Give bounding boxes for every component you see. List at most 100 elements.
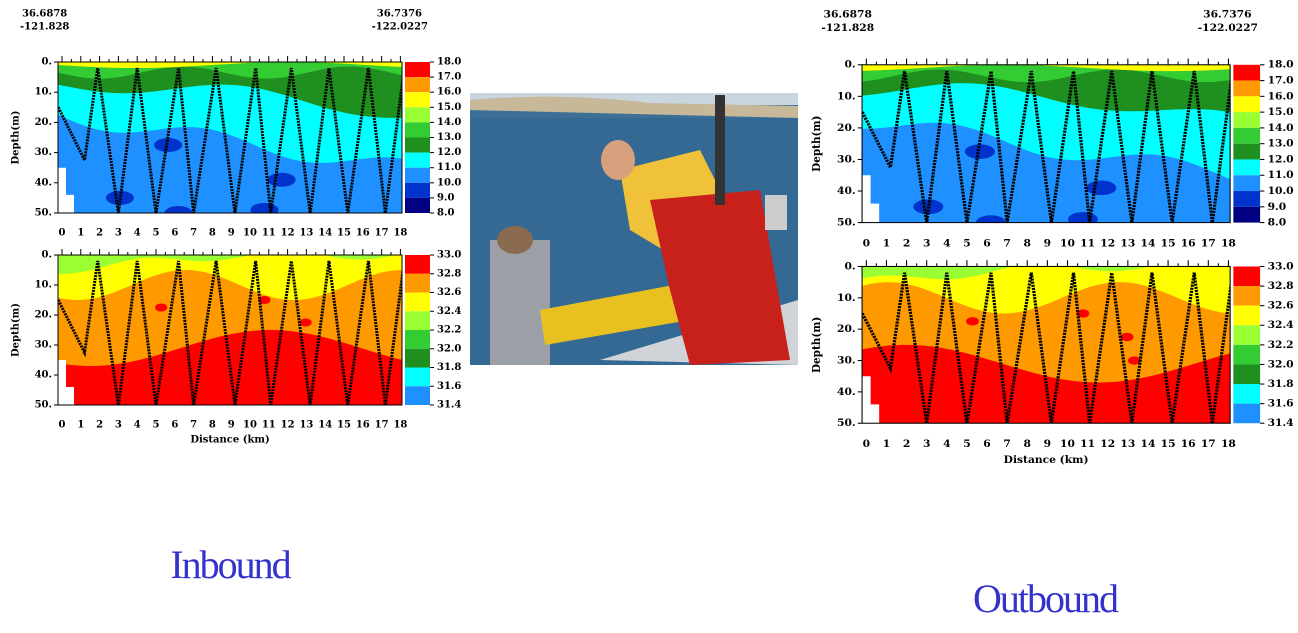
distance-tick-label: 0 <box>863 438 870 450</box>
colorbar-segment <box>405 183 430 198</box>
contour-fill <box>155 304 167 312</box>
colorbar-label: 32.2 <box>1268 339 1294 351</box>
distance-tick-label: 14 <box>318 420 332 431</box>
depth-axis-label: Depth(m) <box>11 111 22 165</box>
distance-tick-label: 11 <box>1080 438 1095 450</box>
distance-tick-label: 2 <box>903 438 910 450</box>
distance-tick-label: 8 <box>209 228 216 239</box>
colorbar-label: 17.0 <box>437 72 461 83</box>
depth-tick-label: 30. <box>35 147 52 158</box>
colorbar-segment <box>1233 128 1260 144</box>
distance-tick-label: 4 <box>943 238 950 250</box>
distance-tick-label: 14 <box>1141 238 1156 250</box>
distance-tick-label: 2 <box>96 228 103 239</box>
caption: Inbound <box>170 542 291 587</box>
colorbar-label: 32.8 <box>437 268 461 279</box>
distance-tick-label: 0 <box>59 420 66 431</box>
distance-tick-label: 11 <box>262 228 276 239</box>
colorbar-segment <box>405 255 430 274</box>
colorbar-label: 15.0 <box>437 102 461 113</box>
distance-tick-label: 15 <box>337 420 351 431</box>
colorbar-label: 11.0 <box>1268 169 1294 181</box>
colorbar-label: 32.8 <box>1268 280 1294 292</box>
colorbar-segment <box>405 311 430 330</box>
coordinate: 36.6878 <box>824 9 872 21</box>
distance-tick-label: 7 <box>190 228 197 239</box>
distance-tick-label: 13 <box>1120 438 1135 450</box>
distance-tick-label: 10 <box>1060 238 1075 250</box>
colorbar-label: 32.6 <box>1268 300 1294 312</box>
distance-tick-label: 7 <box>1003 238 1010 250</box>
depth-tick-label: 10. <box>35 280 52 291</box>
distance-tick-label: 6 <box>171 420 178 431</box>
colorbar-label: 32.6 <box>437 287 461 298</box>
colorbar-segment <box>405 153 430 168</box>
distance-tick-label: 18 <box>393 420 407 431</box>
distance-tick-label: 14 <box>1141 438 1156 450</box>
depth-tick-label: 30. <box>837 355 856 367</box>
coordinate: -122.0227 <box>1198 22 1258 34</box>
depth-tick-label: 40. <box>35 370 52 381</box>
distance-tick-label: 0 <box>863 238 870 250</box>
distance-tick-label: 17 <box>1201 438 1216 450</box>
distance-tick-label: 17 <box>375 228 389 239</box>
depth-tick-label: 0. <box>42 250 52 261</box>
inbound-figure: 36.6878-121.82836.7376-122.02270.10.20.3… <box>11 9 462 446</box>
distance-tick-label: 3 <box>115 228 122 239</box>
contour-fill <box>1121 333 1134 341</box>
distance-tick-label: 4 <box>134 420 141 431</box>
distance-tick-label: 15 <box>1161 438 1176 450</box>
distance-tick-label: 3 <box>923 438 930 450</box>
colorbar-label: 31.4 <box>437 400 461 411</box>
distance-tick-label: 18 <box>1221 238 1236 250</box>
distance-tick-label: 12 <box>281 228 295 239</box>
distance-tick-label: 4 <box>134 228 141 239</box>
depth-tick-label: 0. <box>844 261 855 273</box>
colorbar-label: 9.0 <box>1268 201 1287 213</box>
colorbar-label: 18.0 <box>1268 59 1294 71</box>
colorbar-segment <box>405 107 430 122</box>
contour-plot <box>862 65 1232 230</box>
depth-tick-label: 0. <box>844 59 855 71</box>
contour-plot <box>58 251 404 405</box>
depth-tick-label: 50. <box>35 208 52 219</box>
distance-tick-label: 13 <box>299 420 313 431</box>
colorbar-label: 17.0 <box>1268 75 1294 87</box>
distance-tick-label: 15 <box>1161 238 1176 250</box>
distance-tick-label: 9 <box>1044 438 1051 450</box>
distance-tick-label: 13 <box>1120 238 1135 250</box>
depth-tick-label: 10. <box>837 90 856 102</box>
distance-tick-label: 11 <box>262 420 276 431</box>
colorbar-segment <box>1233 286 1260 306</box>
colorbar-segment <box>405 293 430 312</box>
colorbar-segment <box>405 386 430 405</box>
colorbar-segment <box>1233 306 1260 326</box>
distance-tick-label: 7 <box>190 420 197 431</box>
coordinate: -121.828 <box>20 22 69 33</box>
colorbar-label: 10.0 <box>1268 185 1294 197</box>
distance-tick-label: 5 <box>963 438 970 450</box>
colorbar-segment <box>405 77 430 92</box>
colorbar-segment <box>1233 384 1260 404</box>
colorbar-segment <box>1233 404 1260 424</box>
colorbar-label: 14.0 <box>1268 122 1294 134</box>
colorbar-segment <box>405 349 430 368</box>
distance-tick-label: 1 <box>883 238 890 250</box>
colorbar-segment <box>1233 96 1260 112</box>
colorbar-label: 31.4 <box>1268 417 1294 429</box>
colorbar-label: 32.4 <box>1268 319 1294 331</box>
colorbar-segment <box>1233 364 1260 384</box>
distance-tick-label: 2 <box>96 420 103 431</box>
distance-tick-label: 12 <box>281 420 295 431</box>
photo <box>470 93 798 365</box>
distance-tick-label: 17 <box>375 420 389 431</box>
depth-axis-label: Depth(m) <box>811 317 823 373</box>
colorbar-label: 11.0 <box>437 162 461 173</box>
contour-fill <box>250 203 278 217</box>
distance-tick-label: 15 <box>337 228 351 239</box>
colorbar-segment <box>1233 191 1260 207</box>
colorbar-segment <box>405 138 430 153</box>
colorbar-segment <box>1233 207 1260 223</box>
distance-tick-label: 1 <box>883 438 890 450</box>
contour-plot <box>58 62 404 220</box>
